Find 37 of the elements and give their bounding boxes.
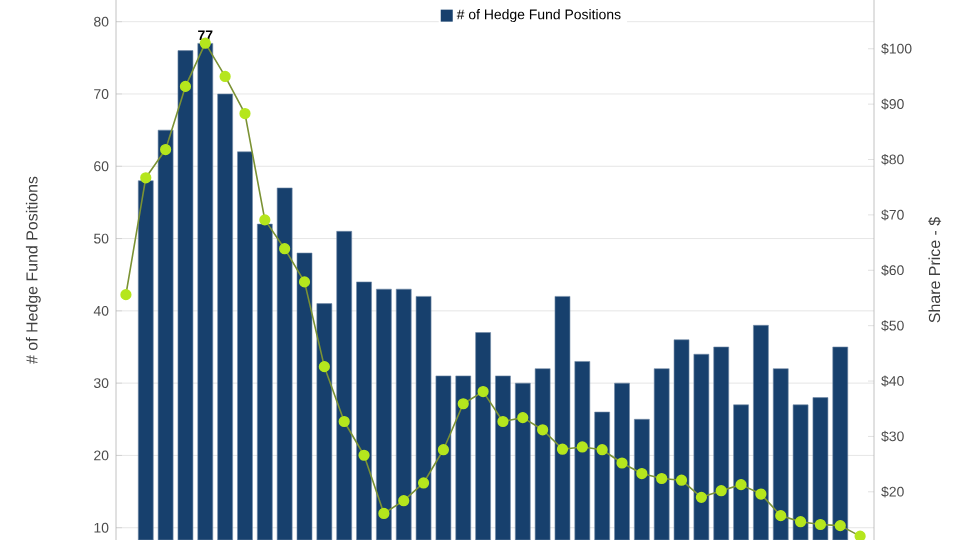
point — [735, 479, 747, 491]
point — [120, 289, 132, 301]
point — [636, 467, 648, 480]
point — [457, 398, 469, 410]
point — [794, 516, 807, 528]
point — [755, 488, 767, 500]
point — [417, 477, 430, 489]
point — [537, 424, 549, 436]
point — [239, 107, 251, 120]
point — [814, 518, 827, 531]
point — [140, 172, 152, 184]
point — [179, 80, 192, 92]
point — [160, 143, 172, 156]
point — [675, 474, 688, 486]
point — [259, 214, 271, 226]
point — [477, 385, 489, 398]
point — [715, 485, 727, 497]
point — [358, 449, 370, 461]
point — [834, 520, 846, 532]
point — [775, 510, 787, 522]
point — [576, 441, 588, 453]
point — [497, 415, 509, 428]
point — [695, 491, 707, 503]
point — [437, 444, 450, 456]
point — [318, 361, 330, 373]
point — [378, 507, 390, 520]
point — [616, 457, 628, 469]
point — [398, 495, 410, 507]
point — [338, 415, 350, 428]
point — [656, 472, 668, 485]
point — [596, 444, 608, 456]
point — [556, 443, 569, 455]
point — [279, 243, 291, 255]
point — [298, 276, 311, 288]
point — [854, 530, 866, 540]
point — [219, 70, 231, 83]
point — [517, 412, 529, 424]
